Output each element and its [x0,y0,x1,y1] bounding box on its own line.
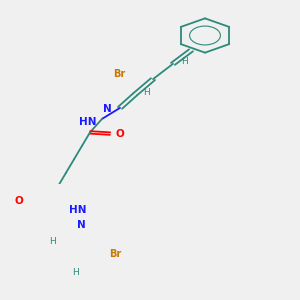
Text: HN: HN [79,117,96,127]
Text: Br: Br [109,249,121,259]
Text: N: N [103,104,112,114]
Text: Br: Br [113,69,125,79]
Text: H: H [49,238,56,247]
Text: N: N [77,220,86,230]
Text: HN: HN [69,205,86,215]
Text: H: H [181,58,188,67]
Text: O: O [14,196,23,206]
Text: O: O [115,129,124,139]
Text: H: H [72,268,79,277]
Text: H: H [143,88,150,97]
